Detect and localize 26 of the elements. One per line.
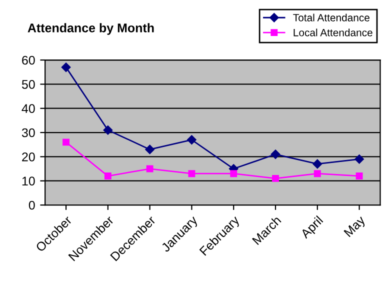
y-tick-label: 10 bbox=[22, 176, 35, 186]
point bbox=[230, 170, 238, 178]
point bbox=[62, 138, 70, 146]
point bbox=[312, 159, 322, 169]
y-tick-label: 50 bbox=[22, 80, 35, 89]
point bbox=[356, 172, 363, 180]
point bbox=[103, 125, 113, 135]
point bbox=[145, 144, 154, 154]
y-tick-label: 0 bbox=[28, 200, 35, 210]
point bbox=[314, 170, 321, 178]
point bbox=[146, 165, 154, 172]
legend-label: Local Attendance bbox=[294, 28, 372, 36]
point bbox=[270, 150, 280, 159]
legend-label: Total Attendance bbox=[293, 14, 370, 22]
y-tick-label: 60 bbox=[22, 56, 35, 65]
y-tick-label: 20 bbox=[22, 152, 35, 162]
point bbox=[61, 62, 71, 72]
y-tick-label: 40 bbox=[22, 104, 35, 114]
point bbox=[272, 174, 279, 182]
chart-title: Attendance by Month bbox=[28, 23, 154, 35]
y-tick-label: 30 bbox=[22, 128, 35, 138]
point bbox=[188, 170, 196, 178]
x-tick-label: May bbox=[344, 215, 368, 239]
point bbox=[104, 172, 112, 180]
point bbox=[354, 154, 364, 164]
point bbox=[187, 135, 196, 144]
